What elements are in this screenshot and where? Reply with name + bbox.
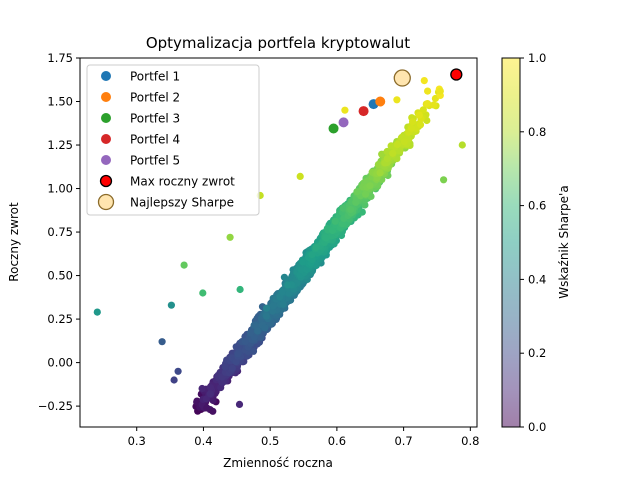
portfolio-point [377,169,384,176]
series-point-portfel-3 [329,123,339,133]
portfolio-point [332,218,339,225]
outlier-point [437,88,444,95]
portfolio-point [261,324,268,331]
portfolio-point [424,100,431,107]
outlier-point [175,368,182,375]
portfolio-point [263,313,270,320]
portfolio-point [199,385,206,392]
portfolio-point [409,118,416,125]
outlier-point [94,309,101,316]
portfolio-point [270,302,277,309]
outlier-point [430,101,437,108]
series-point-najlepszy-sharpe [394,70,410,86]
series-point-max-roczny-zwrot [451,69,462,80]
series-point-portfel-2 [375,97,385,107]
outlier-point [159,338,166,345]
outlier-point [440,176,447,183]
outlier-point [421,77,428,84]
portfolio-point [394,141,401,148]
outlier-point [168,302,175,309]
portfolio-point [207,384,214,391]
outlier-point [181,262,188,269]
portfolio-point [347,206,354,213]
portfolio-point [207,390,214,397]
outlier-point [237,286,244,293]
portfolio-point [408,125,415,132]
chart-title: Optymalizacja portfela kryptowalut [146,34,410,52]
outlier-point [236,401,243,408]
portfolio-point [401,138,408,145]
outlier-point [199,289,206,296]
outlier-point [209,408,216,415]
portfolio-point [312,244,319,251]
portfolio-point [280,301,287,308]
portfolio-point [416,112,423,119]
outlier-point [227,234,234,241]
portfolio-point [254,327,261,334]
outlier-point [171,376,178,383]
portfolio-point [229,365,236,372]
portfolio-point [353,188,360,195]
outlier-point [393,96,400,103]
portfolio-point [284,281,291,288]
portfolio-point [234,351,241,358]
portfolio-point [247,329,254,336]
series-point-portfel-5 [339,117,349,127]
outlier-point [341,107,348,114]
portfolio-point [389,150,396,157]
outlier-point [459,141,466,148]
series-point-portfel-4 [359,106,369,116]
portfolio-point [222,363,229,370]
portfolio-point [366,182,373,189]
portfolio-point [263,305,270,312]
outlier-point [297,173,304,180]
outlier-point [424,88,431,95]
